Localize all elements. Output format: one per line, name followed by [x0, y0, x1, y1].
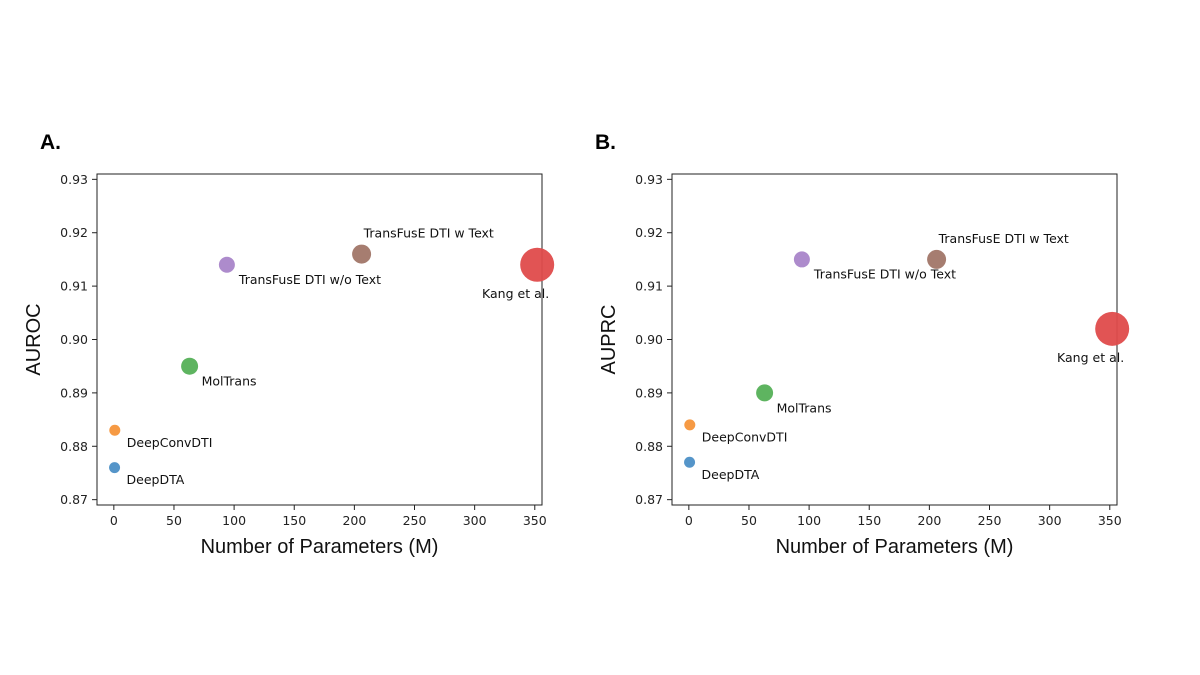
y-tick-label: 0.93 [60, 172, 88, 187]
point-kang-et-al [1095, 311, 1130, 346]
x-tick-label: 250 [403, 513, 427, 528]
x-tick-label: 350 [1098, 513, 1122, 528]
y-axis-title: AUROC [23, 303, 45, 375]
point-label-deepdta: DeepDTA [702, 467, 760, 482]
plot-frame [671, 173, 1118, 506]
point-moltrans [756, 384, 774, 402]
chart-panel-b: B. 0 50 100 150 200 250 300 350 0.87 0.88 0.89 0.90 0… [595, 131, 1130, 558]
point-label-moltrans: MolTrans [202, 374, 257, 389]
x-tick-label: 200 [342, 513, 366, 528]
x-axis-title: Number of Parameters (M) [776, 536, 1014, 558]
point-label-deepconvdti: DeepConvDTI [702, 429, 788, 444]
point-label-transfuse-dti-w-text: TransFusE DTI w Text [938, 231, 1069, 246]
point-label-kang-et-al: Kang et al. [1057, 350, 1124, 365]
panel-label: A. [40, 131, 61, 154]
panel-label: B. [595, 131, 616, 154]
x-axis-title: Number of Parameters (M) [201, 536, 439, 558]
y-tick-label: 0.91 [60, 279, 88, 294]
point-moltrans [181, 357, 199, 375]
point-label-deepconvdti: DeepConvDTI [127, 435, 213, 450]
y-tick-label: 0.91 [635, 279, 663, 294]
point-deepconvdti [109, 424, 121, 436]
x-tick-label: 100 [797, 513, 821, 528]
point-deepconvdti [684, 419, 696, 431]
y-tick-label: 0.89 [635, 385, 663, 400]
point-label-moltrans: MolTrans [777, 400, 832, 415]
x-tick-label: 150 [282, 513, 306, 528]
y-tick-label: 0.87 [60, 492, 88, 507]
point-transfuse-dti-w-o-text [218, 256, 235, 273]
x-tick-label: 200 [917, 513, 941, 528]
y-tick-label: 0.87 [635, 492, 663, 507]
x-tick-label: 150 [857, 513, 881, 528]
x-tick-label: 350 [523, 513, 547, 528]
x-tick-label: 0 [685, 513, 693, 528]
x-tick-label: 50 [166, 513, 182, 528]
y-tick-label: 0.90 [60, 332, 88, 347]
y-tick-label: 0.88 [635, 439, 663, 454]
point-kang-et-al [520, 247, 555, 282]
point-transfuse-dti-w-text [352, 244, 372, 264]
point-transfuse-dti-w-text [927, 249, 947, 269]
point-label-transfuse-dti-w-o-text: TransFusE DTI w/o Text [813, 266, 956, 281]
point-deepdta [109, 462, 121, 474]
y-tick-label: 0.93 [635, 172, 663, 187]
point-label-deepdta: DeepDTA [127, 472, 185, 487]
point-deepdta [684, 456, 696, 468]
x-tick-label: 300 [463, 513, 487, 528]
x-tick-label: 300 [1038, 513, 1062, 528]
point-label-kang-et-al: Kang et al. [482, 286, 549, 301]
x-tick-label: 250 [978, 513, 1002, 528]
y-tick-label: 0.90 [635, 332, 663, 347]
y-tick-label: 0.89 [60, 385, 88, 400]
point-label-transfuse-dti-w-text: TransFusE DTI w Text [363, 226, 494, 241]
x-tick-label: 0 [110, 513, 118, 528]
chart-panel-a: A. 0 50 100 150 200 250 300 350 0.87 0.88 0.89 0.90 0… [23, 131, 555, 558]
x-tick-label: 100 [222, 513, 246, 528]
y-tick-label: 0.88 [60, 439, 88, 454]
point-label-transfuse-dti-w-o-text: TransFusE DTI w/o Text [238, 272, 381, 287]
y-tick-label: 0.92 [60, 225, 88, 240]
y-axis-title: AUPRC [598, 304, 620, 374]
plot-frame [96, 173, 543, 506]
x-tick-label: 50 [741, 513, 757, 528]
point-transfuse-dti-w-o-text [793, 251, 810, 268]
y-tick-label: 0.92 [635, 225, 663, 240]
